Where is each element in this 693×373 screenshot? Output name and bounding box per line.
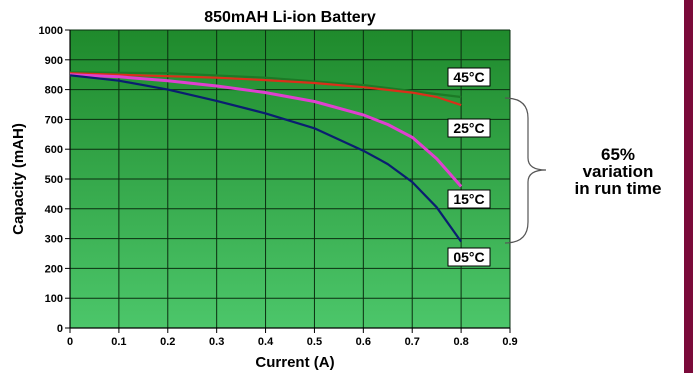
series-label: 05°C <box>453 249 484 265</box>
y-tick-label: 600 <box>45 144 63 156</box>
series-label-box <box>447 118 491 138</box>
x-tick-label: 0.5 <box>307 336 322 348</box>
variation-annotation: 65% variation in run time <box>548 146 688 197</box>
y-tick-label: 900 <box>45 55 63 67</box>
series-label: 25°C <box>453 120 484 136</box>
x-tick-label: 0.1 <box>111 336 126 348</box>
series-label: 15°C <box>453 191 484 207</box>
annotation-line-1: 65% <box>600 145 636 164</box>
y-axis-label: Capacity (mAH) <box>10 123 27 235</box>
x-axis-label: Current (A) <box>255 354 334 371</box>
y-tick-label: 700 <box>45 114 63 126</box>
y-tick-label: 800 <box>45 85 63 97</box>
series-label-box <box>447 247 491 267</box>
chart-title: 850mAH Li-ion Battery <box>204 9 376 26</box>
x-tick-label: 0.8 <box>453 336 468 348</box>
series-label-box <box>447 67 491 87</box>
y-tick-label: 400 <box>45 204 63 216</box>
series-line-2 <box>69 74 462 243</box>
x-tick-label: 0.7 <box>405 336 420 348</box>
grid-lines <box>69 29 511 329</box>
annotation-line-3: in run time <box>574 179 662 198</box>
y-tick-label: 1000 <box>39 25 63 37</box>
y-tick-label: 100 <box>45 293 63 305</box>
series-label: 45°C <box>453 69 484 85</box>
y-tick-label: 300 <box>45 234 63 246</box>
y-tick-label: 500 <box>45 174 63 186</box>
slide-edge-bar <box>684 0 693 373</box>
annotation-line-2: variation <box>582 162 654 181</box>
series-line-1 <box>69 73 463 188</box>
x-axis-ticks: 0 0.1 0.2 0.3 0.4 0.5 0.6 0.7 0.8 0.9 <box>67 328 518 348</box>
y-axis-ticks: 0 100 200 300 400 500 600 700 800 900 1000 <box>39 25 70 335</box>
x-tick-label: 0.2 <box>160 336 175 348</box>
series-label-box <box>447 189 491 209</box>
series-line-0 <box>69 72 462 107</box>
x-tick-label: 0.9 <box>502 336 517 348</box>
variation-brace <box>504 97 547 244</box>
y-tick-label: 200 <box>45 263 63 275</box>
x-tick-label: 0.4 <box>258 336 274 348</box>
series-line-3 <box>69 71 462 99</box>
x-tick-label: 0.3 <box>209 336 224 348</box>
y-tick-label: 0 <box>57 323 63 335</box>
x-tick-label: 0.6 <box>356 336 371 348</box>
x-tick-label: 0 <box>67 336 73 348</box>
series-labels: 45°C 25°C 15°C 05°C <box>447 67 491 267</box>
data-series <box>69 71 463 243</box>
